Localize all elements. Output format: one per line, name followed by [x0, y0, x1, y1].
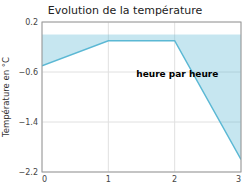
- title: Evolution de la température: [48, 4, 203, 17]
- y-axis-label: Température en °C: [1, 57, 11, 138]
- chart: 0.2 −0.6 −1.4 −2.2 0 1 2 3 Evolution de la tempé…: [0, 0, 250, 188]
- y-tick-label: −2.2: [19, 168, 38, 177]
- grid-line: [174, 22, 175, 172]
- axes: 0.2 −0.6 −1.4 −2.2 0 1 2 3: [19, 18, 241, 185]
- y-tick-label: 0.2: [25, 18, 38, 27]
- plot-area: [42, 35, 241, 160]
- area: [42, 35, 241, 160]
- x-tick-label: 3: [236, 175, 241, 184]
- chart-container: 0.2 −0.6 −1.4 −2.2 0 1 2 3 Evolution de la tempé…: [0, 0, 250, 188]
- grid-line: [108, 22, 109, 172]
- x-tick-label: 2: [172, 175, 177, 184]
- plot-frame: [42, 22, 241, 172]
- grid: [42, 22, 241, 172]
- grid-line: [42, 122, 241, 123]
- annotation: heure par heure: [136, 69, 218, 79]
- y-tick-label: −1.4: [19, 118, 38, 127]
- x-tick-label: 1: [106, 175, 111, 184]
- x-tick-label: 0: [42, 175, 47, 184]
- y-tick-label: −0.6: [19, 68, 38, 77]
- line: [42, 41, 241, 160]
